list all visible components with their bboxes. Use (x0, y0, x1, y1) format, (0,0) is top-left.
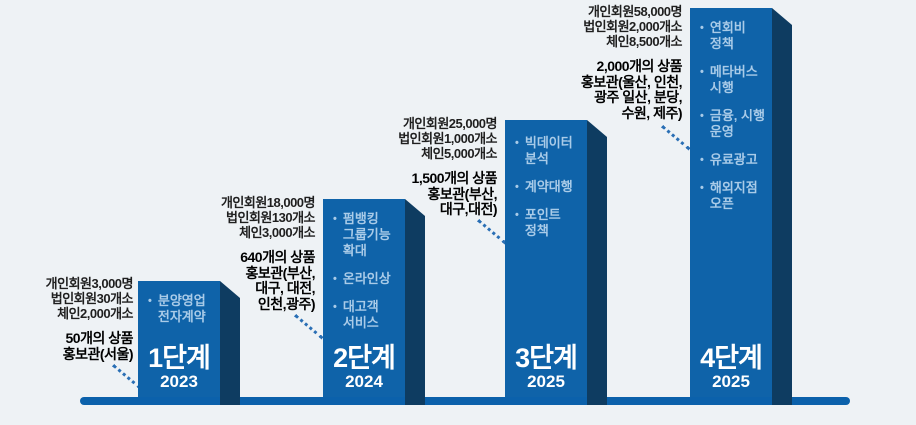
stage4-connector-dots (661, 125, 691, 151)
bullet-dot-icon: • (333, 273, 337, 285)
stage3-pillar-side (587, 120, 607, 405)
bullet-dot-icon: • (515, 181, 519, 193)
stage4-name: 4단계 (700, 343, 763, 373)
stage2-members-text: 개인회원18,000명 법인회원130개소 체인3,000개소 (220, 195, 316, 240)
list-item: • 해외지점 오픈 (700, 180, 758, 211)
bullet-dot-icon: • (515, 209, 519, 221)
stage2-pillar: • 펌뱅킹 그룹기능 확대 • 온라인상 • 대고객 서비스 2단계 2024 (323, 199, 405, 397)
stage4-highlight-text: 2,000개의 상품 홍보관(울산, 인천, 광주 일산, 분당, 수원, 제주… (581, 58, 683, 121)
bullet-dot-icon: • (333, 301, 337, 313)
stage3-pillar: • 빅데이터 분석 • 계약대행 • 포인트 정책 3단계 2025 (505, 120, 587, 397)
stage4-annotation: 개인회원58,000명 법인회원2,000개소 체인8,500개소 2,000개… (581, 4, 683, 121)
stage3-connector-dots (477, 219, 507, 245)
stage4-pillar: • 연회비 정책 • 메타버스 시행 • 금융, 시행 운영 • 유료광고 • 해외지점 … (690, 8, 772, 397)
list-item: • 금융, 시행 운영 (700, 108, 765, 139)
baseline-bar (80, 397, 850, 405)
stage1-year: 2023 (160, 372, 198, 391)
stage2-highlight-text: 640개의 상품 홍보관(부산, 대구, 대전, 인천,광주) (240, 249, 315, 312)
stage3-annotation: 개인회원25,000명 법인회원1,000개소 체인5,000개소 1,500개… (398, 116, 497, 218)
stage4-pillar-side (772, 8, 792, 405)
stage2-annotation: 개인회원18,000명 법인회원130개소 체인3,000개소 640개의 상품… (220, 195, 316, 312)
stage1-annotation: 개인회원3,000명 법인회원30개소 체인2,000개소 50개의 상품 홍보… (45, 276, 134, 362)
bullet-dot-icon: • (700, 110, 704, 122)
bullet-dot-icon: • (700, 66, 704, 78)
stage2-label: 2단계 2024 (323, 344, 405, 391)
stage3-year: 2025 (527, 372, 565, 391)
stage3-members-text: 개인회원25,000명 법인회원1,000개소 체인5,000개소 (398, 116, 497, 161)
bullet-dot-icon: • (515, 137, 519, 149)
stage2-bullet-list: • 펌뱅킹 그룹기능 확대 • 온라인상 • 대고객 서비스 (323, 199, 405, 343)
list-item: • 유료광고 (700, 152, 758, 167)
list-item: • 빅데이터 분석 (515, 135, 573, 166)
stage4-members-text: 개인회원58,000명 법인회원2,000개소 체인8,500개소 (583, 4, 682, 49)
stage3-label: 3단계 2025 (505, 344, 587, 391)
stage1-pillar-side (220, 281, 240, 405)
bullet-dot-icon: • (148, 295, 152, 307)
list-item: • 메타버스 시행 (700, 64, 758, 95)
list-item: • 온라인상 (333, 271, 391, 286)
list-item: • 계약대행 (515, 179, 573, 194)
stage4-label: 4단계 2025 (690, 344, 772, 391)
list-item: • 대고객 서비스 (333, 299, 379, 330)
stage1-pillar: • 분양영업 전자계약 1단계 2023 (138, 281, 220, 397)
bullet-dot-icon: • (333, 213, 337, 225)
stage2-name: 2단계 (333, 343, 396, 373)
stage2-connector-dots (294, 314, 324, 340)
stage3-name: 3단계 (515, 343, 578, 373)
bullet-dot-icon: • (700, 182, 704, 194)
list-item: • 포인트 정책 (515, 207, 561, 238)
list-item: • 분양영업 전자계약 (148, 293, 206, 324)
stage1-members-text: 개인회원3,000명 법인회원30개소 체인2,000개소 (45, 276, 134, 321)
list-item: • 연회비 정책 (700, 20, 746, 51)
list-item: • 펌뱅킹 그룹기능 확대 (333, 211, 391, 258)
stage2-year: 2024 (345, 372, 383, 391)
stage4-bullet-list: • 연회비 정책 • 메타버스 시행 • 금융, 시행 운영 • 유료광고 • 해외지점 … (690, 8, 772, 224)
bullet-dot-icon: • (700, 22, 704, 34)
stage1-highlight-text: 50개의 상품 홍보관(서울) (62, 330, 134, 362)
stage3-bullet-list: • 빅데이터 분석 • 계약대행 • 포인트 정책 (505, 120, 587, 251)
stage3-highlight-text: 1,500개의 상품 홍보관(부산, 대구,대전) (411, 170, 498, 217)
stage2-pillar-side (405, 199, 425, 405)
stage1-name: 1단계 (148, 343, 211, 373)
stage1-label: 1단계 2023 (138, 344, 220, 391)
stage4-year: 2025 (712, 372, 750, 391)
bullet-dot-icon: • (700, 154, 704, 166)
stage1-bullet-list: • 분양영업 전자계약 (138, 281, 220, 337)
